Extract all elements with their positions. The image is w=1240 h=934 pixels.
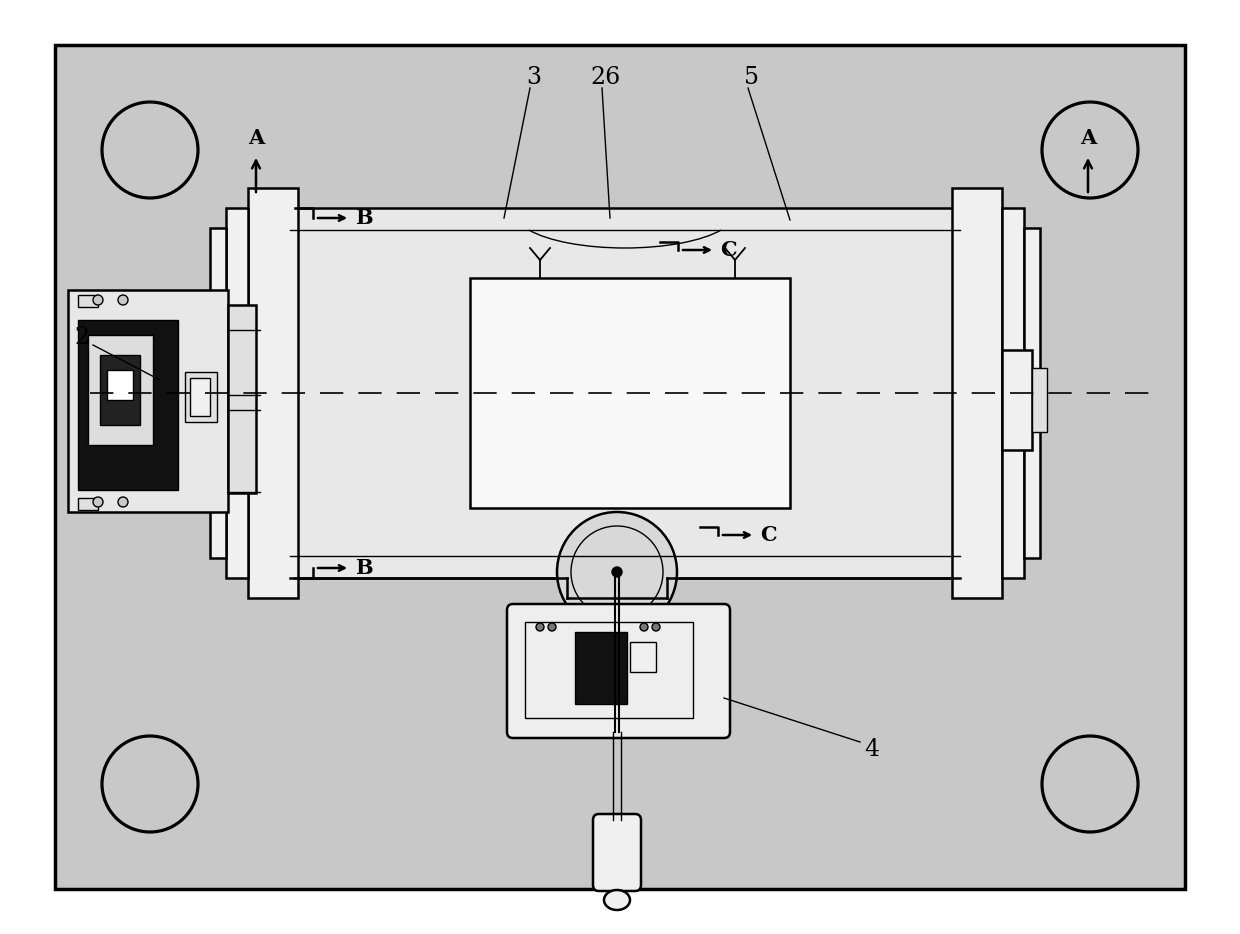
Text: A: A	[248, 128, 264, 148]
Bar	[1024, 228, 1040, 558]
Text: C: C	[720, 240, 737, 260]
Text: 26: 26	[591, 66, 621, 90]
Circle shape	[570, 526, 663, 618]
Bar	[210, 228, 226, 558]
Text: 5: 5	[744, 66, 759, 90]
Bar	[525, 622, 693, 718]
Bar	[248, 188, 298, 598]
FancyBboxPatch shape	[593, 814, 641, 891]
Bar	[290, 208, 960, 578]
Bar	[575, 632, 627, 704]
FancyBboxPatch shape	[507, 604, 730, 738]
Circle shape	[118, 497, 128, 507]
Bar	[228, 305, 255, 493]
Bar	[190, 378, 210, 416]
Bar	[630, 642, 656, 672]
Bar	[68, 290, 228, 512]
Circle shape	[652, 623, 660, 631]
Circle shape	[557, 512, 677, 632]
Bar	[88, 335, 153, 445]
Circle shape	[1042, 102, 1138, 198]
Bar	[185, 372, 217, 422]
Circle shape	[102, 736, 198, 832]
Bar	[1002, 208, 1024, 578]
Text: 4: 4	[864, 739, 879, 761]
Circle shape	[613, 567, 622, 577]
Circle shape	[93, 497, 103, 507]
Text: B: B	[355, 558, 373, 578]
Circle shape	[536, 623, 544, 631]
Text: B: B	[355, 208, 373, 228]
Text: C: C	[760, 525, 776, 545]
Text: 3: 3	[527, 66, 542, 90]
Circle shape	[1042, 736, 1138, 832]
Bar	[952, 188, 1002, 598]
Bar	[1002, 350, 1032, 450]
Bar	[470, 278, 790, 508]
Circle shape	[93, 295, 103, 305]
Circle shape	[640, 623, 649, 631]
Text: A: A	[1080, 128, 1096, 148]
Circle shape	[118, 295, 128, 305]
Bar	[226, 208, 248, 578]
Bar	[100, 355, 140, 425]
Bar	[78, 295, 98, 307]
Circle shape	[102, 102, 198, 198]
Bar	[1032, 368, 1047, 432]
Bar	[78, 498, 98, 510]
Text: 2: 2	[74, 327, 89, 349]
Circle shape	[548, 623, 556, 631]
Ellipse shape	[604, 890, 630, 910]
Bar	[78, 320, 179, 490]
Bar	[107, 370, 133, 400]
